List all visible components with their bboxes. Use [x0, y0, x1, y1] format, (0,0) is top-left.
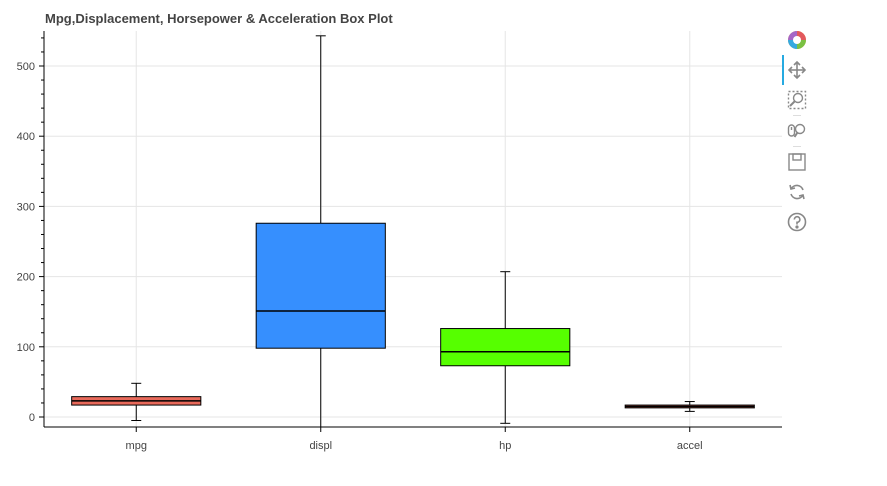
x-tick-label: hp	[499, 440, 511, 452]
y-tick-label: 0	[29, 412, 35, 424]
box-body	[255, 222, 386, 349]
bokeh-logo-icon[interactable]	[786, 29, 808, 51]
x-tick-label: accel	[677, 440, 703, 452]
box-accel	[624, 401, 755, 412]
box-body	[440, 328, 571, 367]
toolbar-separator	[793, 115, 801, 116]
y-tick-label: 300	[17, 201, 35, 213]
y-tick-label: 400	[17, 131, 35, 143]
box-mpg	[71, 382, 202, 422]
chart-title: Mpg,Displacement, Horsepower & Accelerat…	[45, 11, 393, 26]
x-tick-label: displ	[309, 440, 332, 452]
y-tick-label: 100	[17, 342, 35, 354]
toolbar-separator	[793, 146, 801, 147]
reset-tool-icon[interactable]	[786, 181, 808, 203]
save-tool-icon[interactable]	[786, 151, 808, 173]
boxes	[71, 35, 755, 427]
wheel-zoom-tool-icon[interactable]	[786, 120, 808, 142]
axes: 0 100 200 300 400 500 mpg displ hp accel	[17, 31, 782, 452]
grid	[44, 31, 782, 427]
box-displ	[255, 35, 386, 427]
active-tool-indicator	[782, 55, 784, 85]
help-tool-icon[interactable]	[786, 211, 808, 233]
y-tick-label: 200	[17, 272, 35, 284]
x-tick-label: mpg	[126, 440, 147, 452]
y-tick-label: 500	[17, 61, 35, 73]
box-zoom-tool-icon[interactable]	[786, 89, 808, 111]
box-hp	[440, 271, 571, 424]
pan-tool-icon[interactable]	[786, 59, 808, 81]
